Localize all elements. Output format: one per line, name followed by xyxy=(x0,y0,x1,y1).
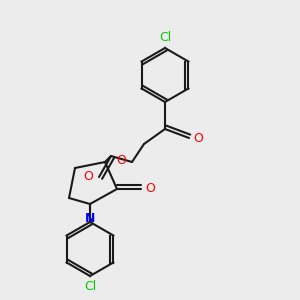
Text: O: O xyxy=(83,170,93,184)
Text: Cl: Cl xyxy=(84,280,96,293)
Text: O: O xyxy=(146,182,155,196)
Text: O: O xyxy=(117,154,127,167)
Text: N: N xyxy=(85,212,95,224)
Text: Cl: Cl xyxy=(159,31,171,44)
Text: O: O xyxy=(194,131,203,145)
